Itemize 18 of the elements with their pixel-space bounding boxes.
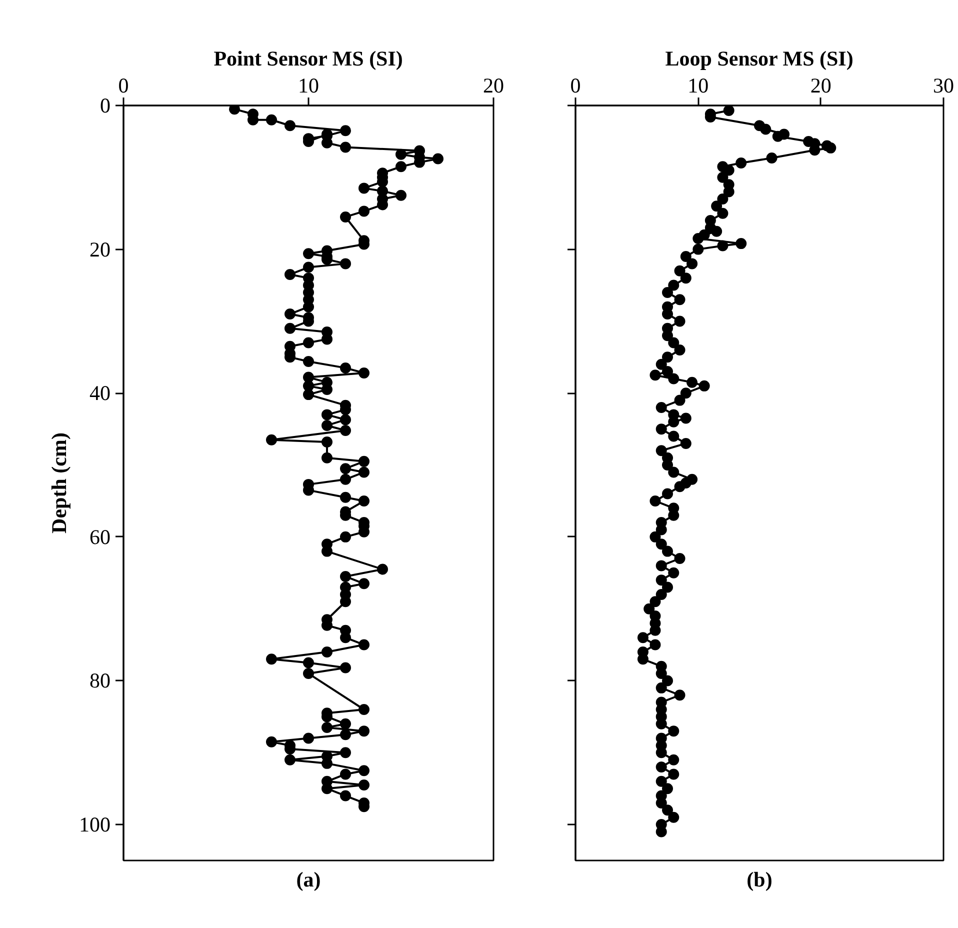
y-axis-title: Depth (cm) <box>47 432 71 534</box>
x-tick-label: 0 <box>118 74 129 98</box>
x-tick-label: 30 <box>933 74 954 98</box>
x-tick-label: 10 <box>298 74 319 98</box>
text: (b) <box>746 868 772 892</box>
y-tick-label: 0 <box>100 94 110 118</box>
x-tick-label: 10 <box>688 74 709 98</box>
y-tick-label: 100 <box>79 812 110 837</box>
y-tick-label: 40 <box>90 381 110 406</box>
x-axis-title: Point Sensor MS (SI) <box>214 46 403 70</box>
x-tick-label: 20 <box>483 74 504 98</box>
x-axis-title: Loop Sensor MS (SI) <box>665 46 854 70</box>
y-tick-label: 80 <box>90 668 110 693</box>
x-tick-label: 20 <box>810 74 832 98</box>
y-tick-label: 20 <box>90 237 110 262</box>
text: (a) <box>296 868 321 892</box>
x-tick-label: 0 <box>570 74 581 98</box>
y-tick-label: 60 <box>90 524 110 549</box>
